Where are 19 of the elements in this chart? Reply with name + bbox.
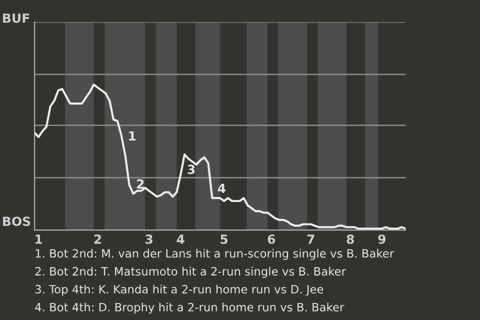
x-tick-label: 1 (36, 234, 42, 244)
text: 4. Bot 4th: D. Brophy hit a 2-run home run vs B. Baker (35, 302, 344, 314)
x-tick-label: 3 (146, 234, 152, 244)
x-tick-label: 4 (176, 234, 184, 244)
annotation: 2 (137, 179, 144, 189)
x-tick-label: 7 (307, 234, 314, 244)
text: BOS (3, 216, 30, 226)
text: 3. Top 4th: K. Kanda hit a 2-run home run vs D. Jee (35, 284, 324, 296)
annotation: 1 (129, 131, 136, 141)
x-tick-label: 9 (378, 234, 386, 244)
x-tick-label: 6 (268, 234, 276, 244)
annotation: 3 (188, 164, 195, 174)
x-tick-label: 8 (346, 234, 354, 244)
text: BUF (3, 14, 30, 23)
text: 1. Bot 2nd: M. van der Lans hit a run-scoring single vs B. Baker (36, 248, 394, 260)
x-tick-label: 5 (220, 234, 228, 244)
text: 2. Bot 2nd: T. Matsumoto hit a 2-run single vs B. Baker (35, 266, 346, 278)
x-tick-label: 2 (94, 234, 101, 244)
annotation: 4 (218, 184, 226, 193)
